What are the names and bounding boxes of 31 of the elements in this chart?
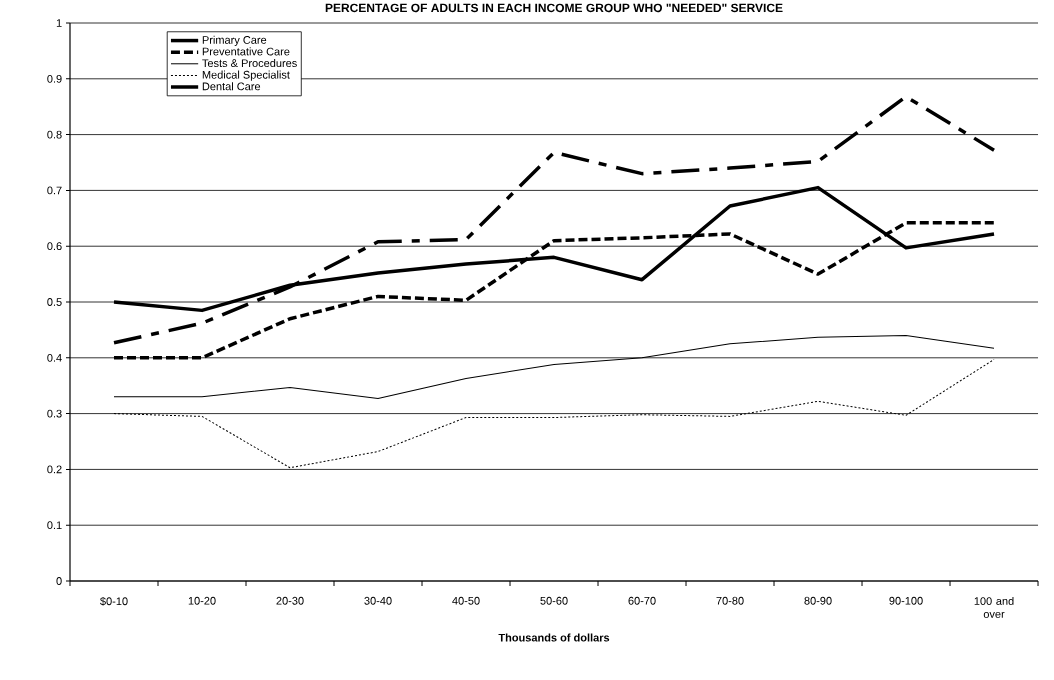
x-tick-label: 50-60	[540, 596, 568, 605]
legend-label: Preventative Care	[202, 47, 290, 56]
x-tick-label: 40-50	[452, 596, 480, 605]
y-tick-label: 0.1	[47, 521, 62, 530]
legend-label: Primary Care	[202, 35, 267, 47]
x-tick-label: 10-20	[188, 596, 216, 605]
y-tick-label: 0	[56, 577, 62, 585]
y-tick-label: 0.9	[47, 74, 62, 83]
x-tick-label: 70-80	[716, 596, 744, 605]
chart-title: PERCENTAGE OF ADULTS IN EACH INCOME GROUP WHO "NEEDED" SERVICE	[325, 3, 783, 13]
line-series	[113, 334, 995, 400]
legend-label: Dental Care	[202, 82, 261, 91]
y-tick-label: 0.8	[47, 130, 62, 139]
x-axis-title: Thousands of dollars	[498, 633, 610, 642]
legend-label: Tests & Procedures	[202, 58, 297, 68]
legend-label: Medical Specialist	[202, 70, 290, 81]
y-tick-label: 0.6	[47, 242, 62, 251]
x-tick-label: 20-30	[276, 596, 304, 605]
y-tick-label: 0.5	[47, 298, 62, 306]
x-tick-label: 30-40	[364, 596, 392, 605]
y-tick-label: 0.2	[47, 465, 62, 474]
x-tick-label: $0-10	[100, 596, 128, 606]
y-tick-label: 1	[56, 19, 62, 27]
y-tick-label: 0.7	[47, 186, 62, 195]
line-series	[113, 358, 995, 469]
x-tick-label: 80-90	[804, 596, 832, 605]
x-tick-label: 100 and over	[974, 596, 1014, 618]
x-tick-label: 60-70	[628, 596, 656, 605]
y-tick-label: 0.4	[47, 353, 62, 362]
x-tick-label: 90-100	[889, 596, 923, 605]
y-tick-label: 0.3	[47, 409, 62, 418]
